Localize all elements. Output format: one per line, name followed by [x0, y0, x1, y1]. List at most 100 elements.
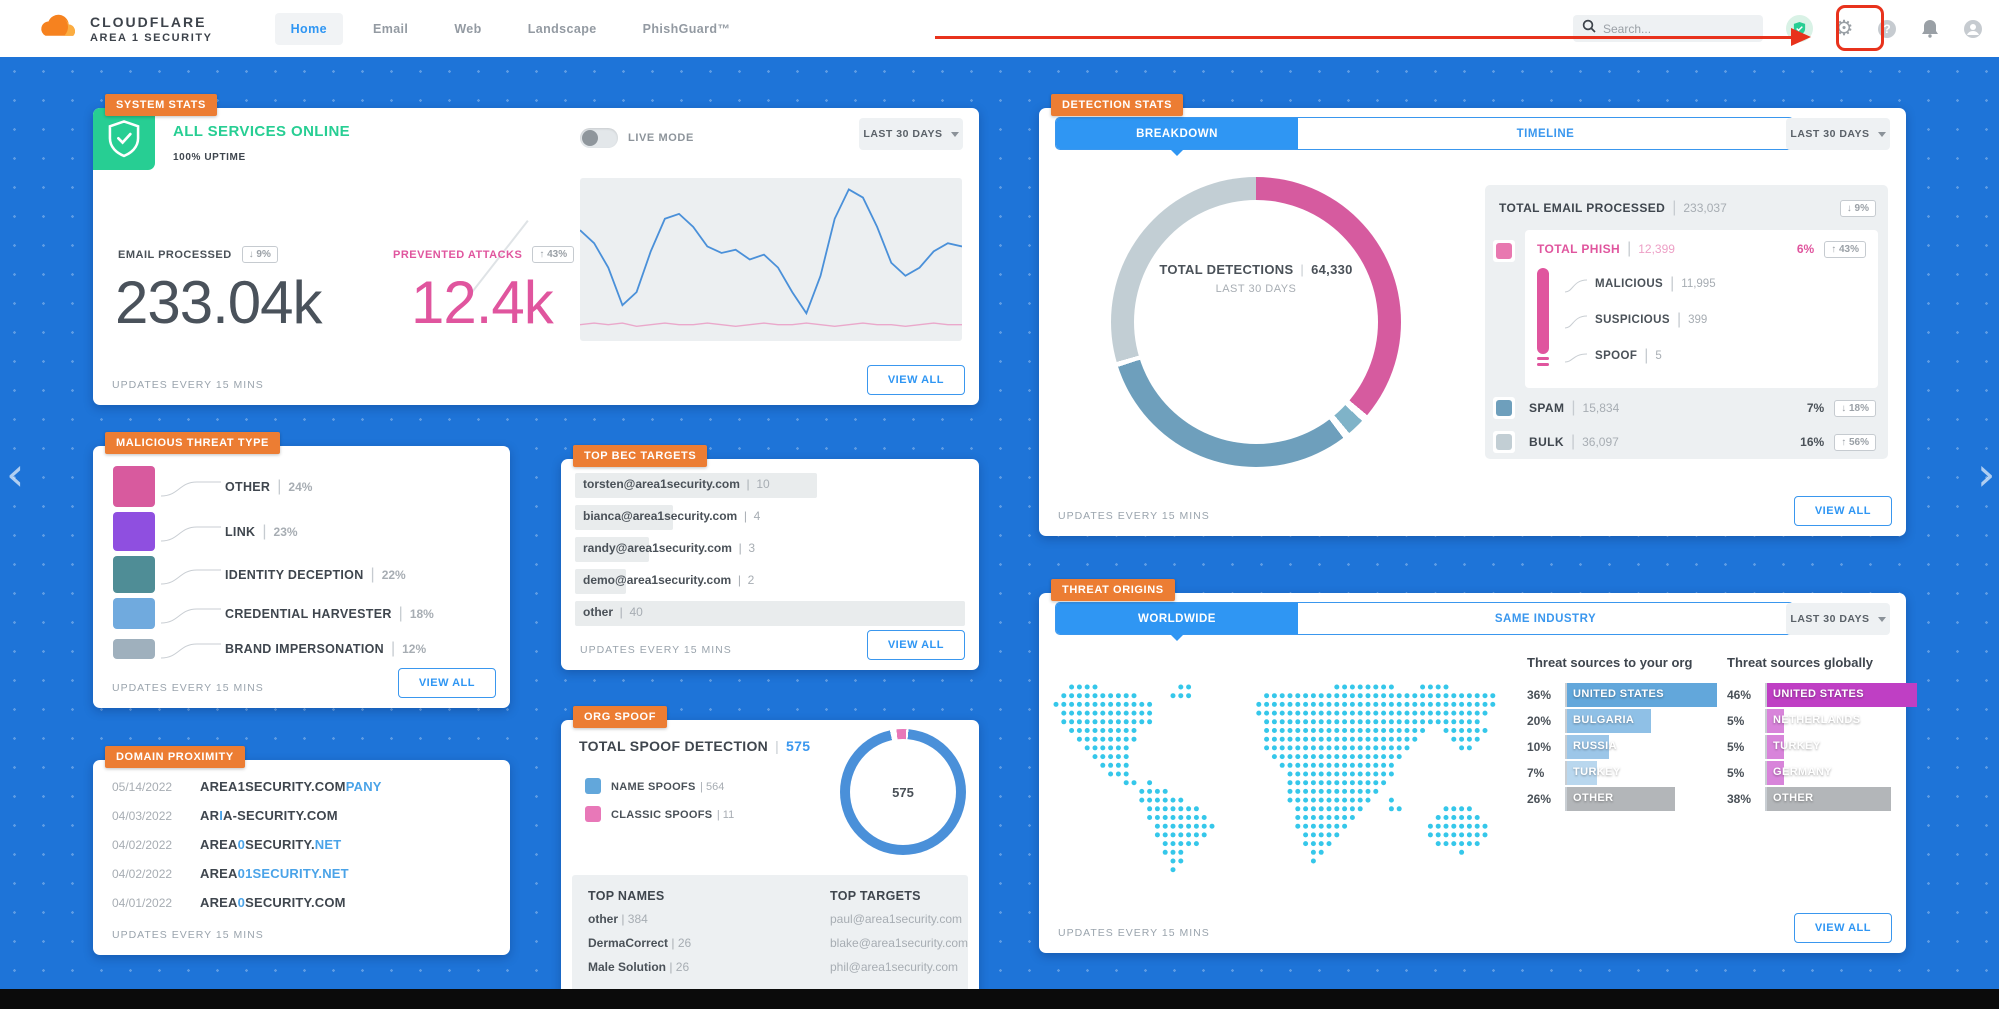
bec-target-row[interactable]: other | 40 — [575, 601, 965, 626]
account-user-icon[interactable] — [1961, 17, 1985, 41]
bulk-swatch-holder — [1493, 431, 1515, 453]
notifications-bell-icon[interactable] — [1918, 17, 1942, 41]
threat-type-tag: MALICIOUS THREAT TYPE — [105, 432, 280, 454]
nav-item-landscape[interactable]: Landscape — [527, 21, 597, 36]
total-phish-subcard: TOTAL PHISH 12,399 6% ↑ 43% MALICIOUS11,… — [1525, 230, 1878, 388]
threat-source-row: 5% GERMANY — [1727, 760, 1923, 786]
total-phish-pct: 6% — [1796, 242, 1815, 256]
domain-proximity-tag: DOMAIN PROXIMITY — [105, 746, 245, 768]
spoof-donut-total: 575 — [892, 784, 914, 800]
bec-target-row[interactable]: randy@area1security.com | 3 — [575, 537, 965, 562]
sparkline-pink-series — [580, 323, 962, 326]
settings-gear-icon[interactable]: ⚙ — [1834, 16, 1854, 40]
email-processed-delta-badge: ↓ 9% — [241, 246, 278, 263]
tab-same-industry[interactable]: SAME INDUSTRY — [1298, 603, 1793, 634]
nav-item-home[interactable]: Home — [274, 12, 343, 45]
threat-source-bar — [1767, 735, 1784, 759]
malicious-threat-type-card: MALICIOUS THREAT TYPE OTHER24% LINK23% I… — [93, 432, 510, 708]
threat-source-row: 5% TURKEY — [1727, 734, 1923, 760]
top-name-row: Male Solution | 26 — [588, 960, 690, 974]
bec-target-row[interactable]: torsten@area1security.com | 10 — [575, 473, 965, 498]
threat-source-row: 7% TURKEY — [1527, 760, 1723, 786]
detection-range-dropdown[interactable]: LAST 30 DAYS — [1786, 118, 1890, 150]
donut-center-label: TOTAL DETECTIONS64,330 — [1159, 262, 1352, 277]
bec-bar — [575, 537, 650, 562]
org-spoof-tag: ORG SPOOF — [573, 706, 668, 728]
total-email-value: 233,037 — [1683, 201, 1727, 215]
services-status-text: ALL SERVICES ONLINE — [173, 123, 351, 140]
carousel-left-chevron[interactable]: ‹ — [6, 447, 25, 501]
threat-source-bar — [1567, 761, 1597, 785]
tab-timeline[interactable]: TIMELINE — [1298, 118, 1793, 149]
threat-type-row[interactable]: OTHER24% — [113, 466, 434, 507]
email-trend-sparkline — [580, 178, 962, 341]
org-sources-header: Threat sources to your org — [1527, 655, 1693, 670]
nav-item-phishguard[interactable]: PhishGuard™ — [642, 21, 731, 36]
threat-type-row[interactable]: CREDENTIAL HARVESTER18% — [113, 598, 434, 629]
name-spoofs-swatch — [585, 778, 601, 794]
system-range-dropdown[interactable]: LAST 30 DAYS — [859, 118, 963, 150]
total-email-label: TOTAL EMAIL PROCESSED — [1499, 201, 1666, 215]
tab-worldwide[interactable]: WORLDWIDE — [1056, 603, 1298, 641]
origins-range-dropdown[interactable]: LAST 30 DAYS — [1786, 603, 1890, 635]
bec-target-row[interactable]: demo@area1security.com | 2 — [575, 569, 965, 594]
bottom-black-bar — [0, 989, 1999, 1009]
updates-note: UPDATES EVERY 15 MINS — [112, 682, 264, 694]
origins-view-all-button[interactable]: VIEW ALL — [1793, 913, 1892, 943]
threat-type-swatch — [113, 639, 155, 659]
detection-stats-card: DETECTION STATS BREAKDOWN TIMELINE LAST … — [1039, 94, 1906, 536]
detection-view-all-button[interactable]: VIEW ALL — [1793, 496, 1892, 526]
system-view-all-button[interactable]: VIEW ALL — [866, 365, 965, 395]
donut-center-sub: LAST 30 DAYS — [1215, 283, 1297, 295]
top-name-row: DermaCorrect | 26 — [588, 936, 692, 950]
leader-line — [160, 526, 221, 541]
threat-origins-card: THREAT ORIGINS WORLDWIDE SAME INDUSTRY L… — [1039, 579, 1917, 953]
bec-target-row[interactable]: bianca@area1security.com | 4 — [575, 505, 965, 530]
threat-source-row: 10% RUSSIA — [1527, 734, 1723, 760]
spoof-row: SPOOF5 — [1563, 338, 1866, 374]
total-phish-label: TOTAL PHISH — [1537, 242, 1621, 256]
domain-proximity-card: DOMAIN PROXIMITY 05/14/2022 AREA1SECURITY… — [93, 746, 510, 955]
world-map-dots — [1053, 684, 1496, 873]
nav-item-web[interactable]: Web — [454, 21, 482, 36]
bulk-swatch — [1496, 434, 1512, 450]
threat-type-view-all-button[interactable]: VIEW ALL — [397, 668, 496, 698]
sparkline-blue-series — [580, 189, 962, 313]
search-input[interactable] — [1603, 21, 1753, 36]
brand-logo[interactable]: CLOUDFLARE AREA 1 SECURITY — [38, 11, 213, 46]
bec-view-all-button[interactable]: VIEW ALL — [866, 630, 965, 660]
live-mode-toggle[interactable] — [580, 128, 618, 148]
threat-type-row[interactable]: BRAND IMPERSONATION12% — [113, 634, 434, 664]
active-tab-pointer — [1170, 634, 1184, 641]
active-tab-pointer — [1170, 149, 1184, 156]
threat-type-row[interactable]: LINK23% — [113, 512, 434, 551]
domain-row[interactable]: 04/01/2022 AREA0SECURITY.COM — [112, 895, 346, 910]
detection-stats-tag: DETECTION STATS — [1051, 94, 1184, 116]
top-bec-targets-card: TOP BEC TARGETS torsten@area1security.co… — [561, 445, 979, 670]
threat-source-bar — [1767, 709, 1784, 733]
total-phish-value: 12,399 — [1638, 242, 1675, 256]
phish-swatch — [1496, 243, 1512, 259]
threat-source-row: 38% OTHER — [1727, 786, 1923, 812]
chevron-down-icon — [1877, 131, 1886, 137]
carousel-right-chevron[interactable]: › — [1977, 447, 1996, 501]
system-stats-card: SYSTEM STATS ALL SERVICES ONLINE 100% UP… — [93, 94, 979, 405]
suspicious-row: SUSPICIOUS399 — [1563, 302, 1866, 338]
threat-type-row[interactable]: IDENTITY DECEPTION22% — [113, 556, 434, 593]
detections-donut-chart: TOTAL DETECTIONS64,330 LAST 30 DAYS — [1111, 177, 1401, 467]
nav-item-email[interactable]: Email — [372, 21, 409, 36]
domain-row[interactable]: 05/14/2022 AREA1SECURITY.COMPANY — [112, 779, 382, 794]
legend-classic-spoofs: CLASSIC SPOOFS | 11 — [585, 800, 734, 828]
domain-row[interactable]: 04/02/2022 AREA01SECURITY.NET — [112, 866, 349, 881]
threat-source-bar — [1567, 787, 1675, 811]
threat-source-bar — [1567, 735, 1609, 759]
dashboard-background: ‹ › SYSTEM STATS ALL SERVICES ONLINE 100… — [0, 57, 1999, 1009]
annotation-arrow-line — [935, 36, 1793, 39]
bec-bar — [575, 601, 965, 626]
domain-row[interactable]: 04/02/2022 AREA0SECURITY.NET — [112, 837, 342, 852]
updates-note: UPDATES EVERY 15 MINS — [112, 379, 264, 391]
spam-row: SPAM15,834 7% ↓ 18% — [1529, 399, 1876, 417]
threat-source-row: 26% OTHER — [1527, 786, 1723, 812]
domain-row[interactable]: 04/03/2022 ARIA-SECURITY.COM — [112, 808, 338, 823]
tab-breakdown[interactable]: BREAKDOWN — [1056, 118, 1298, 156]
